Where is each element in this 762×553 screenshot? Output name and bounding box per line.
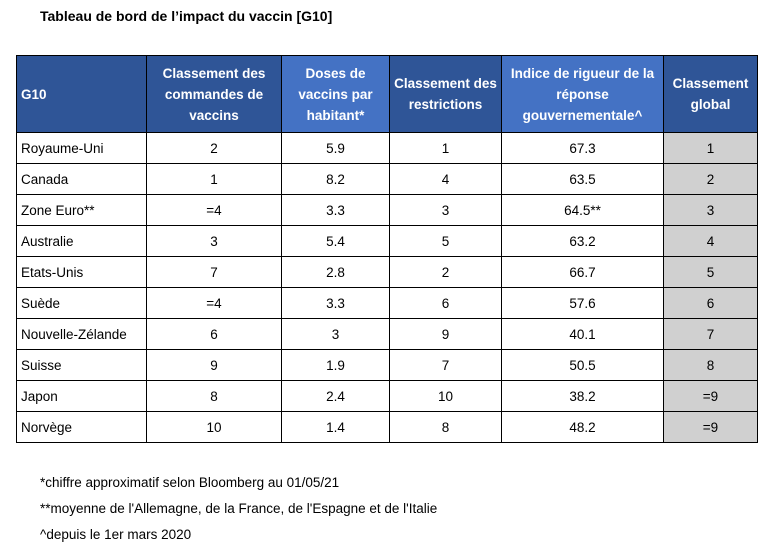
cell-doses-per-capita: 3.3 (281, 194, 390, 226)
cell-country: Australie (16, 225, 147, 257)
cell-stringency-index: 63.5 (501, 163, 664, 195)
table-body: Royaume-Uni 2 5.9 1 67.3 1 Canada 1 8.2 4 63.5 2 Zon… (16, 132, 758, 443)
table-row: Etats-Unis 7 2.8 2 66.7 5 (16, 256, 758, 288)
vaccine-impact-table: G10 Classement des commandes de vaccins … (16, 55, 758, 443)
cell-stringency-index: 50.5 (501, 349, 664, 381)
cell-vaccine-orders-rank: 6 (146, 318, 282, 350)
cell-doses-per-capita: 1.4 (281, 411, 390, 443)
cell-overall-rank: 1 (663, 132, 758, 164)
footnote-euro-average: **moyenne de l'Allemagne, de la France, … (40, 501, 438, 516)
column-header-doses-per-capita: Doses de vaccins par habitant* (281, 55, 390, 133)
table-row: Nouvelle-Zélande 6 3 9 40.1 7 (16, 318, 758, 350)
table-row: Royaume-Uni 2 5.9 1 67.3 1 (16, 132, 758, 164)
table-row: Norvège 10 1.4 8 48.2 =9 (16, 411, 758, 443)
cell-country: Canada (16, 163, 147, 195)
cell-stringency-index: 66.7 (501, 256, 664, 288)
cell-vaccine-orders-rank: 2 (146, 132, 282, 164)
column-header-restrictions-rank: Classement des restrictions (389, 55, 502, 133)
cell-doses-per-capita: 3 (281, 318, 390, 350)
cell-restrictions-rank: 5 (389, 225, 502, 257)
cell-stringency-index: 67.3 (501, 132, 664, 164)
table-row: Canada 1 8.2 4 63.5 2 (16, 163, 758, 195)
cell-country: Royaume-Uni (16, 132, 147, 164)
cell-vaccine-orders-rank: 8 (146, 380, 282, 412)
table-row: Zone Euro** =4 3.3 3 64.5** 3 (16, 194, 758, 226)
cell-overall-rank: 3 (663, 194, 758, 226)
table-row: Japon 8 2.4 10 38.2 =9 (16, 380, 758, 412)
cell-vaccine-orders-rank: 7 (146, 256, 282, 288)
cell-doses-per-capita: 5.9 (281, 132, 390, 164)
cell-doses-per-capita: 5.4 (281, 225, 390, 257)
cell-doses-per-capita: 2.8 (281, 256, 390, 288)
cell-restrictions-rank: 8 (389, 411, 502, 443)
dashboard-title: Tableau de bord de l’impact du vaccin [G… (40, 8, 333, 24)
cell-vaccine-orders-rank: 1 (146, 163, 282, 195)
cell-stringency-index: 57.6 (501, 287, 664, 319)
cell-country: Etats-Unis (16, 256, 147, 288)
cell-overall-rank: 7 (663, 318, 758, 350)
cell-restrictions-rank: 4 (389, 163, 502, 195)
cell-vaccine-orders-rank: =4 (146, 194, 282, 226)
cell-country: Suède (16, 287, 147, 319)
cell-overall-rank: 4 (663, 225, 758, 257)
cell-country: Japon (16, 380, 147, 412)
footnote-approximate: *chiffre approximatif selon Bloomberg au… (40, 475, 340, 490)
cell-vaccine-orders-rank: 9 (146, 349, 282, 381)
cell-country: Suisse (16, 349, 147, 381)
cell-doses-per-capita: 1.9 (281, 349, 390, 381)
table-row: Suède =4 3.3 6 57.6 6 (16, 287, 758, 319)
cell-overall-rank: =9 (663, 380, 758, 412)
footnotes: *chiffre approximatif selon Bloomberg au… (40, 470, 437, 548)
cell-overall-rank: 2 (663, 163, 758, 195)
cell-restrictions-rank: 9 (389, 318, 502, 350)
cell-doses-per-capita: 3.3 (281, 287, 390, 319)
cell-vaccine-orders-rank: =4 (146, 287, 282, 319)
cell-stringency-index: 38.2 (501, 380, 664, 412)
cell-overall-rank: =9 (663, 411, 758, 443)
cell-country: Norvège (16, 411, 147, 443)
cell-overall-rank: 5 (663, 256, 758, 288)
cell-restrictions-rank: 2 (389, 256, 502, 288)
cell-overall-rank: 8 (663, 349, 758, 381)
cell-vaccine-orders-rank: 10 (146, 411, 282, 443)
column-header-g10: G10 (16, 55, 147, 133)
table-row: Australie 3 5.4 5 63.2 4 (16, 225, 758, 257)
table-row: Suisse 9 1.9 7 50.5 8 (16, 349, 758, 381)
cell-vaccine-orders-rank: 3 (146, 225, 282, 257)
cell-restrictions-rank: 10 (389, 380, 502, 412)
column-header-stringency-index: Indice de rigueur de la réponse gouverne… (501, 55, 664, 133)
cell-doses-per-capita: 2.4 (281, 380, 390, 412)
cell-stringency-index: 63.2 (501, 225, 664, 257)
table-header-row: G10 Classement des commandes de vaccins … (16, 55, 758, 133)
cell-country: Nouvelle-Zélande (16, 318, 147, 350)
cell-restrictions-rank: 7 (389, 349, 502, 381)
cell-overall-rank: 6 (663, 287, 758, 319)
footnote-since-date: ^depuis le 1er mars 2020 (40, 527, 192, 542)
column-header-overall-rank: Classement global (663, 55, 758, 133)
cell-restrictions-rank: 1 (389, 132, 502, 164)
cell-stringency-index: 64.5** (501, 194, 664, 226)
column-header-vaccine-orders-rank: Classement des commandes de vaccins (146, 55, 282, 133)
cell-stringency-index: 48.2 (501, 411, 664, 443)
cell-restrictions-rank: 6 (389, 287, 502, 319)
cell-doses-per-capita: 8.2 (281, 163, 390, 195)
cell-restrictions-rank: 3 (389, 194, 502, 226)
cell-stringency-index: 40.1 (501, 318, 664, 350)
cell-country: Zone Euro** (16, 194, 147, 226)
